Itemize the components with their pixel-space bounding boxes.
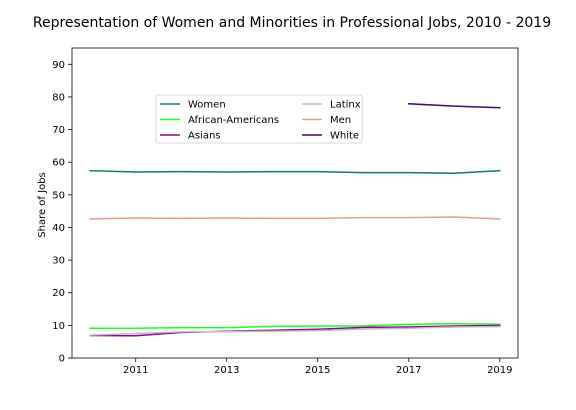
- x-tick-label: 2015: [305, 365, 330, 376]
- series-line-latinx: [89, 325, 501, 336]
- y-tick-label: 10: [52, 321, 65, 332]
- y-tick-label: 90: [52, 60, 65, 71]
- legend-label: White: [330, 131, 359, 142]
- legend-label: African-Americans: [188, 115, 279, 126]
- series-layer: [89, 103, 501, 337]
- x-tick-label: 2013: [214, 365, 239, 376]
- legend-label: Latinx: [330, 100, 361, 111]
- legend-item-latinx: Latinx: [302, 100, 361, 111]
- legend-label: Men: [330, 115, 351, 126]
- legend-item-women: Women: [160, 100, 226, 111]
- legend-label: Asians: [188, 131, 221, 142]
- legend-item-african-americans: African-Americans: [160, 115, 279, 126]
- legend-label: Women: [188, 100, 226, 111]
- series-line-men: [89, 216, 501, 220]
- series-line-women: [89, 169, 501, 175]
- x-tick-label: 2019: [487, 365, 512, 376]
- y-tick-label: 50: [52, 190, 65, 201]
- x-axis: 2011 2013 2015 2017 2019: [123, 358, 513, 376]
- y-tick-label: 0: [59, 354, 65, 365]
- legend-item-white: White: [302, 131, 359, 142]
- y-tick-label: 60: [52, 158, 65, 169]
- y-axis: 0 10 20 30 40 50 60 70 80 90: [52, 60, 72, 365]
- legend: Women African-Americans Asians Latinx Men Whi…: [155, 94, 363, 144]
- series-line-white: [407, 103, 501, 109]
- plot-area-frame: [71, 47, 519, 359]
- y-tick-label: 40: [52, 223, 65, 234]
- y-tick-label: 70: [52, 125, 65, 136]
- x-tick-label: 2017: [396, 365, 421, 376]
- y-tick-label: 30: [52, 256, 65, 267]
- series-line-asians: [89, 324, 501, 337]
- legend-box: [155, 94, 363, 144]
- legend-item-men: Men: [302, 115, 351, 126]
- y-tick-label: 80: [52, 92, 65, 103]
- y-axis-label: Share of Jobs: [37, 172, 48, 237]
- y-tick-label: 20: [52, 288, 65, 299]
- x-tick-label: 2011: [123, 365, 148, 376]
- series-line-african-americans: [89, 322, 501, 330]
- chart-title: Representation of Women and Minorities i…: [33, 15, 551, 31]
- legend-item-asians: Asians: [160, 131, 221, 142]
